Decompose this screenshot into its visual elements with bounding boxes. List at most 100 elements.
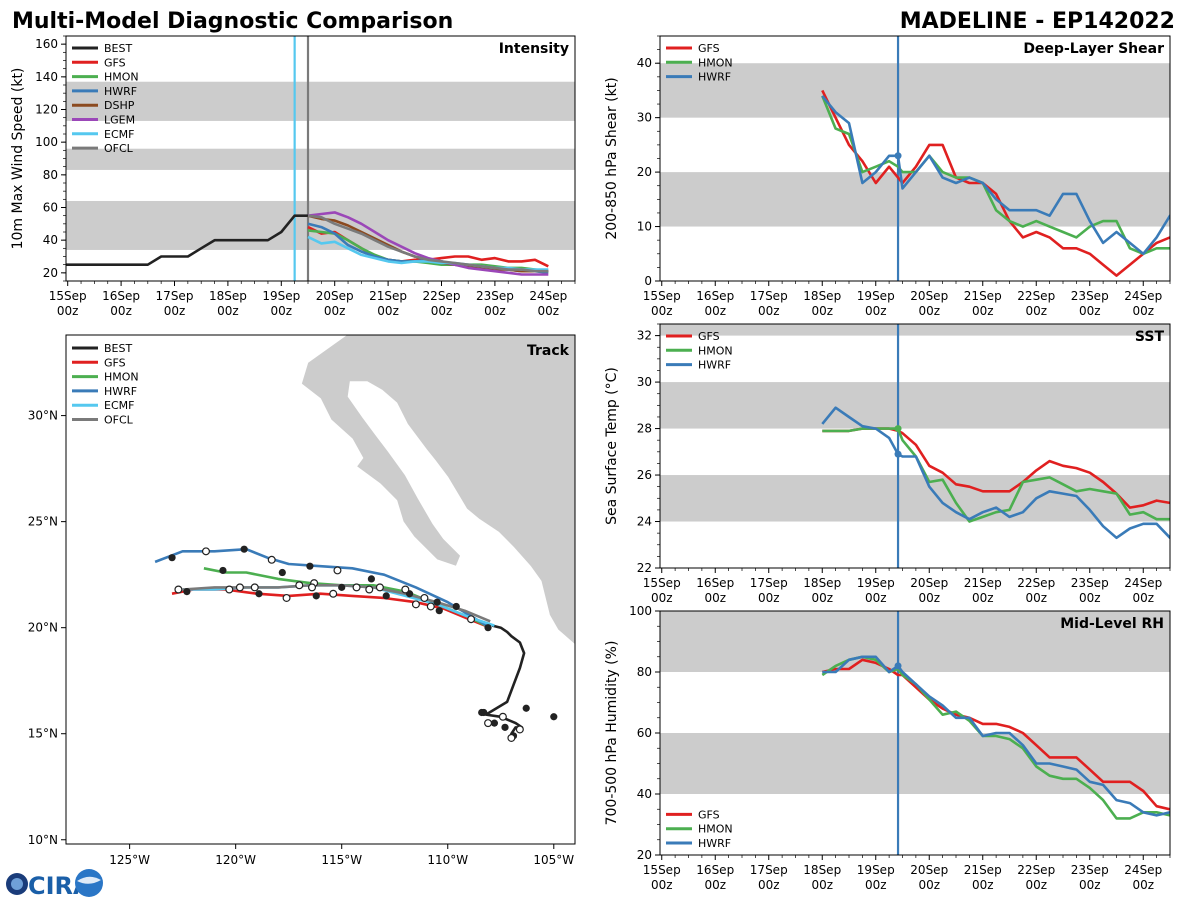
x-tick-label: 18Sep <box>803 863 841 877</box>
plot-area <box>660 324 1170 568</box>
x-tick-label: 23Sep <box>1071 576 1109 590</box>
y-tick-label: 40 <box>637 56 652 70</box>
x-tick-label: 00z <box>704 304 726 318</box>
x-tick-label: 00z <box>1132 878 1154 892</box>
analysis-marker-hmon <box>894 425 902 433</box>
legend-label-hmon: HMON <box>698 56 733 69</box>
x-tick-label: 23Sep <box>1071 289 1109 303</box>
x-tick-label: 15Sep <box>643 863 681 877</box>
y-tick-label: 20 <box>637 848 652 862</box>
series-line-hwrf <box>821 406 1170 540</box>
y-tick-label: 120 <box>35 103 58 117</box>
legend-label-hmon: HMON <box>104 71 139 84</box>
legend-label-hmon: HMON <box>698 344 733 357</box>
y-tick-label: 15°N <box>28 727 58 741</box>
x-tick-label: 24Sep <box>529 289 567 303</box>
series-line-best <box>66 214 308 267</box>
track-point-filled <box>452 602 460 611</box>
axes-frame <box>659 323 1171 569</box>
x-tick-label: 16Sep <box>102 289 140 303</box>
track-point-hollow <box>250 583 259 592</box>
y-tick-label: 100 <box>35 135 58 149</box>
x-tick-label: 105°W <box>533 853 574 867</box>
legend-label-lgem: LGEM <box>104 114 135 127</box>
y-tick-label: 100 <box>629 604 652 618</box>
series-line-hwrf <box>822 655 1170 817</box>
x-tick-label: 00z <box>484 304 506 318</box>
y-tick-label: 40 <box>43 233 58 247</box>
track-point-filled <box>433 598 441 606</box>
x-tick-label: 120°W <box>215 853 256 867</box>
legend-label-gfs: GFS <box>698 808 720 821</box>
x-tick-label: 23Sep <box>476 289 514 303</box>
legend-label-hwrf: HWRF <box>698 359 731 372</box>
y-tick-label: 20°N <box>28 621 58 635</box>
track-point-filled <box>522 704 530 712</box>
x-tick-label: 19Sep <box>857 289 895 303</box>
globe-swoosh <box>77 876 101 884</box>
x-tick-label: 00z <box>651 304 673 318</box>
x-tick-label: 17Sep <box>156 289 194 303</box>
x-tick-label: 17Sep <box>750 289 788 303</box>
track-point-filled <box>255 590 263 598</box>
track-point-hollow <box>333 566 342 575</box>
y-tick-label: 32 <box>637 329 652 343</box>
legend-label-dshp: DSHP <box>104 99 135 112</box>
x-tick-label: 00z <box>1132 591 1154 605</box>
y-tick-label: 26 <box>637 468 652 482</box>
track-point-hollow <box>420 593 429 602</box>
x-tick-label: 16Sep <box>696 863 734 877</box>
y-tick-label: 60 <box>43 201 58 215</box>
x-tick-label: 23Sep <box>1071 863 1109 877</box>
x-tick-label: 22Sep <box>1017 289 1055 303</box>
x-tick-label: 20Sep <box>910 576 948 590</box>
track-point-hollow <box>365 585 374 594</box>
track-point-filled <box>168 554 176 562</box>
track-point-filled <box>240 545 248 553</box>
track-point-hollow <box>308 583 317 592</box>
x-tick-label: 00z <box>758 304 780 318</box>
x-tick-label: 00z <box>110 304 132 318</box>
track-point-filled <box>278 568 286 577</box>
track-point-filled <box>550 713 558 721</box>
panel-title: Track <box>527 343 570 359</box>
x-tick-label: 00z <box>758 591 780 605</box>
cira-seal-inner <box>11 878 23 890</box>
series-line-ofcl <box>307 214 549 273</box>
legend-label-gfs: GFS <box>698 330 720 343</box>
x-tick-label: 115°W <box>321 853 362 867</box>
plot-area <box>66 36 575 281</box>
y-axis-label: Sea Surface Temp (°C) <box>604 367 620 525</box>
y-tick-label: 60 <box>637 726 652 740</box>
x-tick-label: 20Sep <box>910 289 948 303</box>
x-tick-label: 21Sep <box>964 863 1002 877</box>
x-tick-label: 22Sep <box>1017 863 1055 877</box>
legend-label-best: BEST <box>104 42 132 55</box>
legend-label-ofcl: OFCL <box>104 414 134 427</box>
x-tick-label: 00z <box>918 304 940 318</box>
x-tick-label: 00z <box>865 591 887 605</box>
x-tick-label: 17Sep <box>750 576 788 590</box>
legend-label-best: BEST <box>104 342 132 355</box>
y-tick-label: 30 <box>637 111 652 125</box>
y-axis-label: 200-850 hPa Shear (kt) <box>604 77 620 239</box>
x-tick-label: 00z <box>865 878 887 892</box>
axes-frame <box>65 334 576 845</box>
track-point-hollow <box>411 600 420 609</box>
x-tick-label: 18Sep <box>209 289 247 303</box>
panel-title: Mid-Level RH <box>1060 616 1164 632</box>
legend-label-hwrf: HWRF <box>104 385 137 398</box>
track-point-filled <box>382 592 390 600</box>
track-point-hollow <box>401 585 410 594</box>
x-tick-label: 125°W <box>109 853 150 867</box>
legend-label-ecmf: ECMF <box>104 128 134 141</box>
x-tick-label: 16Sep <box>696 576 734 590</box>
x-tick-label: 20Sep <box>910 863 948 877</box>
x-tick-label: 00z <box>164 304 186 318</box>
track-point-hollow <box>515 725 524 734</box>
x-tick-label: 00z <box>217 304 239 318</box>
x-tick-label: 18Sep <box>803 576 841 590</box>
panel-title: SST <box>1135 329 1165 345</box>
track-point-hollow <box>467 615 476 624</box>
